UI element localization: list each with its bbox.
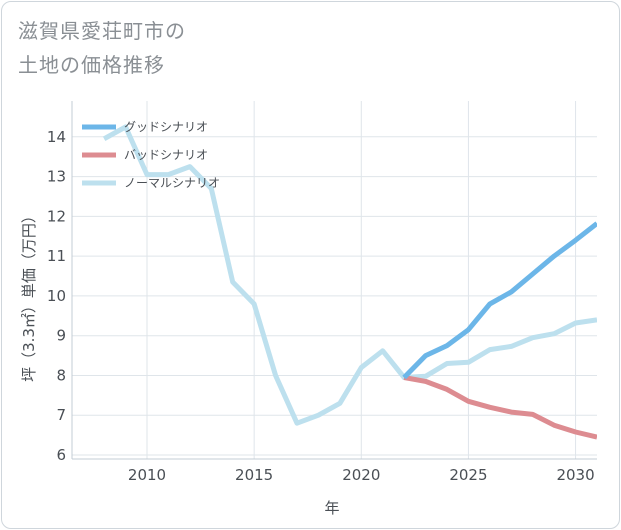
x-tick-label: 2010 [128,466,166,484]
x-tick-label: 2025 [449,466,487,484]
axes [71,101,597,460]
series-line-3 [102,124,597,426]
y-tick-label: 10 [47,287,66,305]
y-tick-label: 12 [47,207,66,225]
x-tick-label: 2020 [342,466,380,484]
y-tick-label: 9 [56,327,66,345]
chart-title: 滋賀県愛荘町市の 土地の価格推移 [18,14,186,82]
legend-label-1: グッドシナリオ [124,120,208,134]
y-tick-label: 7 [56,406,66,424]
chart-title-line-1: 滋賀県愛荘町市の [18,19,186,43]
chart-title-line-2: 土地の価格推移 [18,53,165,77]
y-tick-label: 8 [56,366,66,384]
series-line-1 [402,221,597,380]
y-axis-label: 坪（3.3㎡）単価（万円） [20,208,38,382]
series-lines [102,124,597,440]
y-tick-label: 11 [47,247,66,265]
y-tick-label: 13 [47,168,66,186]
series-line-2 [403,375,597,440]
x-axis-label: 年 [324,499,339,517]
x-tick-label: 2030 [556,466,594,484]
y-tick-label: 14 [47,128,66,146]
legend-label-3: ノーマルシナリオ [124,176,220,190]
legend-label-2: バッドシナリオ [124,148,208,162]
x-tick-label: 2015 [235,466,273,484]
y-tick-label: 6 [56,446,66,464]
tick-labels: 6 7 8 9 10 11 12 13 14 2010 2015 2020 2025 2030 [47,128,595,484]
